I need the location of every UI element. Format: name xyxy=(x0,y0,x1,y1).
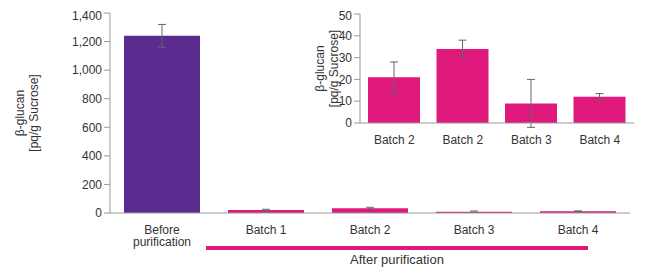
svg-text:Batch 3: Batch 3 xyxy=(454,223,495,237)
svg-text:200: 200 xyxy=(82,178,102,192)
svg-text:0: 0 xyxy=(95,206,102,220)
svg-text:Batch 2: Batch 2 xyxy=(442,133,483,147)
svg-text:Batch 1: Batch 1 xyxy=(246,223,287,237)
svg-text:800: 800 xyxy=(82,92,102,106)
svg-text:400: 400 xyxy=(82,149,102,163)
svg-text:1,200: 1,200 xyxy=(72,35,102,49)
svg-text:30: 30 xyxy=(339,51,353,65)
svg-text:β-glucan: β-glucan xyxy=(13,90,27,136)
svg-text:Beforepurification: Beforepurification xyxy=(133,223,191,249)
svg-text:40: 40 xyxy=(339,29,353,43)
svg-text:β-glucan: β-glucan xyxy=(313,45,327,91)
svg-text:[pq/g Sucrose]: [pq/g Sucrose] xyxy=(27,74,41,151)
svg-text:20: 20 xyxy=(339,73,353,87)
svg-text:Batch 2: Batch 2 xyxy=(374,133,415,147)
svg-text:10: 10 xyxy=(339,94,353,108)
svg-text:[pq/g Sucrose]: [pq/g Sucrose] xyxy=(327,29,341,108)
svg-text:Batch 4: Batch 4 xyxy=(579,133,620,147)
svg-text:1,000: 1,000 xyxy=(72,63,102,77)
svg-text:0: 0 xyxy=(345,116,352,130)
svg-text:1,400: 1,400 xyxy=(72,9,102,23)
svg-text:Batch 3: Batch 3 xyxy=(511,133,552,147)
svg-text:600: 600 xyxy=(82,121,102,135)
svg-text:Batch 2: Batch 2 xyxy=(350,223,391,237)
html-text:After purification: After purification xyxy=(350,252,444,267)
svg-text:50: 50 xyxy=(339,9,353,23)
svg-text:Batch 4: Batch 4 xyxy=(558,223,599,237)
